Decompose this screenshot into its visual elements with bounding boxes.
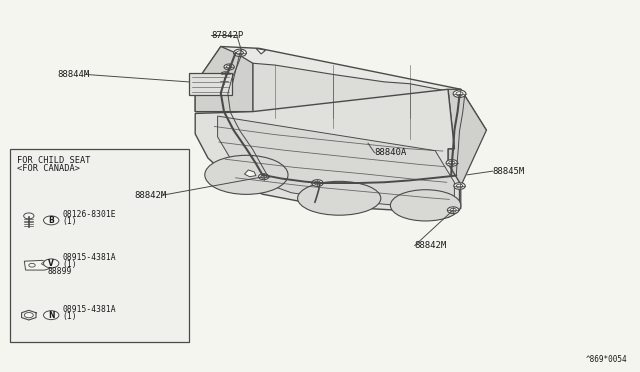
Text: N: N xyxy=(48,311,54,320)
Text: ^869*0054: ^869*0054 xyxy=(586,355,627,364)
Polygon shape xyxy=(256,48,266,54)
Ellipse shape xyxy=(390,190,461,221)
Circle shape xyxy=(44,259,59,268)
Circle shape xyxy=(312,180,323,186)
Circle shape xyxy=(446,160,458,166)
Circle shape xyxy=(234,49,246,57)
Text: (1): (1) xyxy=(62,312,77,321)
Circle shape xyxy=(453,90,466,97)
Circle shape xyxy=(454,183,465,189)
Text: 08126-8301E: 08126-8301E xyxy=(62,211,116,219)
FancyBboxPatch shape xyxy=(10,149,189,342)
Circle shape xyxy=(221,72,230,77)
Ellipse shape xyxy=(205,155,288,194)
Polygon shape xyxy=(195,89,460,211)
Polygon shape xyxy=(24,260,51,270)
Polygon shape xyxy=(218,116,454,208)
Ellipse shape xyxy=(298,181,381,215)
Text: 88840A: 88840A xyxy=(374,148,406,157)
FancyBboxPatch shape xyxy=(189,73,232,95)
Text: 88842M: 88842M xyxy=(415,241,447,250)
Text: 88845M: 88845M xyxy=(493,167,525,176)
Circle shape xyxy=(220,78,228,84)
Circle shape xyxy=(44,216,59,225)
Circle shape xyxy=(24,213,34,219)
Circle shape xyxy=(24,312,33,318)
Text: 88899: 88899 xyxy=(48,267,72,276)
Text: (1): (1) xyxy=(62,260,77,269)
Polygon shape xyxy=(195,46,253,112)
Text: 87842P: 87842P xyxy=(211,31,243,40)
Text: 08915-4381A: 08915-4381A xyxy=(62,305,116,314)
Text: 88842M: 88842M xyxy=(134,191,166,200)
Circle shape xyxy=(447,207,459,214)
Polygon shape xyxy=(195,46,486,149)
Text: 08915-4381A: 08915-4381A xyxy=(62,253,116,262)
Text: (1): (1) xyxy=(62,217,77,226)
Circle shape xyxy=(259,174,269,180)
Text: <FOR CANADA>: <FOR CANADA> xyxy=(17,164,80,173)
Text: 88844M: 88844M xyxy=(58,70,90,79)
Polygon shape xyxy=(244,170,256,177)
Polygon shape xyxy=(448,89,486,218)
Circle shape xyxy=(44,311,59,320)
Circle shape xyxy=(224,64,234,70)
Text: B: B xyxy=(49,216,54,225)
Text: V: V xyxy=(48,259,54,268)
Polygon shape xyxy=(253,63,448,143)
Text: FOR CHILD SEAT: FOR CHILD SEAT xyxy=(17,156,91,165)
